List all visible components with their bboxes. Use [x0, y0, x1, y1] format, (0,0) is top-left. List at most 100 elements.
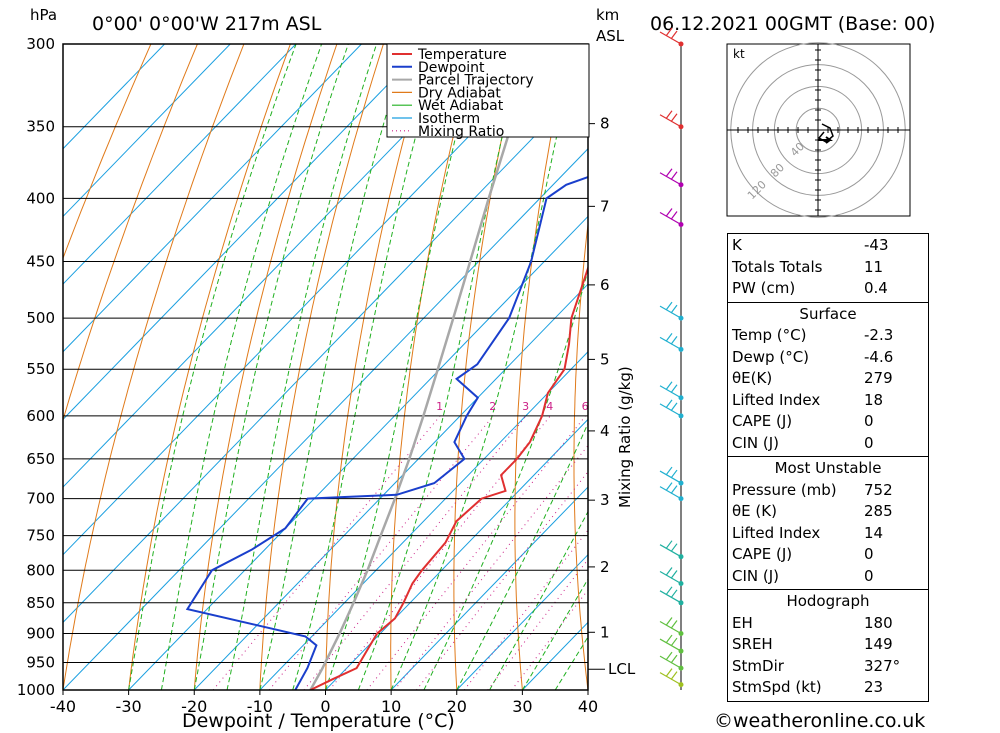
legend-box — [386, 43, 590, 138]
section-title: Hodograph — [786, 592, 870, 610]
stat-value: 0 — [864, 545, 874, 563]
stat-value: 14 — [864, 523, 884, 542]
legend-entry: Wet Adiabat — [418, 98, 504, 114]
parcel-trajectory-line — [309, 44, 540, 690]
stat-row: Lifted Index 14 — [732, 523, 924, 545]
km-tick-label: 7 — [600, 197, 610, 215]
pressure-tick-label: 550 — [26, 360, 55, 378]
stat-label: CAPE (J) — [732, 545, 793, 563]
temperature-line — [309, 265, 588, 690]
temperature-tick-label: -20 — [181, 697, 207, 716]
temperature-tick-label: 20 — [447, 697, 467, 716]
stat-label: StmSpd (kt) — [732, 678, 822, 696]
section-title: Most Unstable — [774, 459, 882, 477]
stat-row: CAPE (J) 0 — [732, 411, 924, 433]
isotherm-line — [128, 215, 588, 690]
location-title: 0°00' 0°00'W 217m ASL — [92, 13, 322, 35]
stat-label: Dewp (°C) — [732, 347, 810, 366]
pressure-tick-label: 900 — [26, 624, 55, 642]
pressure-tick-label: 450 — [26, 253, 55, 271]
wind-barb — [659, 482, 682, 500]
km-tick-label: 6 — [600, 276, 610, 294]
isotherm-line — [63, 44, 428, 421]
temperature-tick-label: 30 — [512, 697, 532, 716]
dry-adiabat-line — [128, 44, 291, 690]
stat-value: 0 — [864, 433, 874, 452]
stat-value: -4.6 — [864, 347, 894, 366]
pressure-tick-label: 300 — [26, 35, 55, 53]
isotherm-line — [63, 80, 588, 624]
temperature-tick-label: -30 — [116, 697, 142, 716]
wind-barb — [659, 301, 682, 319]
wind-barb — [659, 110, 682, 128]
pressure-tick-label: 600 — [26, 407, 55, 425]
isotherm-line — [456, 553, 588, 690]
wind-barb — [659, 586, 682, 604]
km-tick-label: 1 — [600, 623, 610, 641]
stat-value: -43 — [864, 236, 889, 254]
isotherm-line — [63, 44, 165, 150]
mixing-ratio-label: 20 — [695, 400, 709, 413]
mixing-ratio-axis-title: Mixing Ratio (g/kg) — [616, 366, 634, 508]
wind-profile — [659, 27, 684, 690]
dry-adiabat-line — [259, 44, 384, 690]
stat-label: Lifted Index — [732, 523, 821, 542]
dewpoint-line — [185, 176, 588, 690]
stat-row: CIN (J) 0 — [732, 566, 924, 588]
stat-row: StmDir 327° — [732, 656, 924, 678]
legend-entry: Isotherm — [418, 111, 480, 127]
pressure-tick-label: 950 — [26, 653, 55, 671]
stat-row: K -43 — [732, 235, 924, 257]
dry-adiabat-line — [988, 7, 1000, 690]
mixing-ratio-line — [303, 415, 527, 690]
legend-entry: Temperature — [417, 47, 507, 63]
wind-barb — [659, 399, 682, 417]
wet-adiabat-line — [357, 44, 525, 690]
mixing-ratio-label: 2 — [489, 400, 496, 413]
pressure-tick-label: 1000 — [17, 681, 55, 699]
wind-level-dot — [678, 124, 684, 130]
mixing-ratio-label: 16 — [673, 400, 687, 413]
dry-adiabat-line — [63, 44, 198, 422]
stat-label: PW (cm) — [732, 279, 796, 297]
stat-label: Totals Totals — [732, 257, 823, 276]
wind-barb — [659, 668, 682, 686]
temperature-tick-label: 40 — [578, 697, 598, 716]
temperature-tick-label: 0 — [320, 697, 330, 716]
stat-value: 11 — [864, 257, 884, 276]
mixing-ratio-label: 8 — [608, 400, 615, 413]
wind-barb — [659, 567, 682, 585]
wind-barb — [659, 466, 682, 484]
wet-adiabat-line — [390, 44, 578, 690]
stat-row: CAPE (J) 0 — [732, 544, 924, 566]
stat-row: PW (cm) 0.4 — [732, 278, 924, 300]
copyright-notice: ©weatheronline.co.uk — [714, 710, 926, 732]
stat-label: CIN (J) — [732, 566, 780, 585]
stat-label: StmDir — [732, 656, 784, 675]
stat-value: 285 — [864, 502, 893, 520]
temperature-tick-label: 10 — [381, 697, 401, 716]
stat-label: Pressure (mb) — [732, 480, 837, 499]
stat-value: 752 — [864, 480, 893, 499]
mixing-ratio-label: 6 — [582, 400, 589, 413]
x-axis-title: Dewpoint / Temperature (°C) — [182, 710, 455, 732]
wind-barb — [659, 27, 682, 45]
km-tick-label: 4 — [600, 422, 610, 440]
dry-adiabat-line — [573, 220, 588, 690]
pressure-tick-label: 500 — [26, 309, 55, 327]
mixing-ratio-line — [268, 415, 494, 690]
km-axis-label: km — [596, 6, 619, 24]
stat-value: -2.3 — [864, 326, 894, 344]
stat-value: 149 — [864, 635, 893, 653]
wind-barb — [659, 208, 682, 226]
stat-row: SREH 149 — [732, 634, 924, 656]
datetime-title: 06.12.2021 00GMT (Base: 00) — [650, 13, 935, 35]
pressure-tick-label: 400 — [26, 189, 55, 207]
stat-label: EH — [732, 613, 753, 632]
mixing-ratio-label: 4 — [546, 400, 553, 413]
mixing-ratio-label: 3 — [522, 400, 529, 413]
wet-adiabat-line — [489, 510, 588, 690]
